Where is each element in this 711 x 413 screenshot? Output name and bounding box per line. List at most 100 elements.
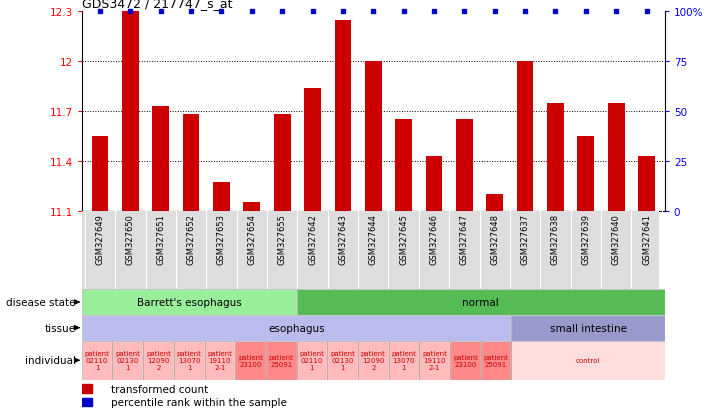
Bar [450, 341, 481, 380]
Text: small intestine: small intestine [550, 323, 626, 333]
Bar [82, 315, 511, 341]
Text: patient
25091: patient 25091 [483, 354, 508, 367]
Text: patient
02130
1: patient 02130 1 [115, 350, 140, 370]
Bar [122, 12, 139, 211]
Bar [547, 103, 564, 211]
Bar [82, 341, 112, 380]
Text: GSM327640: GSM327640 [611, 214, 621, 264]
Bar [450, 341, 481, 380]
Bar [82, 398, 92, 406]
Text: patient
02110
1: patient 02110 1 [299, 350, 324, 370]
Bar [608, 103, 624, 211]
Text: GSM327637: GSM327637 [520, 214, 530, 264]
Bar [82, 384, 92, 393]
Text: patient
12090
2: patient 12090 2 [146, 350, 171, 370]
Bar [143, 341, 173, 380]
Bar [266, 341, 296, 380]
Bar [389, 341, 419, 380]
Text: GSM327639: GSM327639 [582, 214, 590, 264]
Bar [419, 341, 450, 380]
Bar [143, 341, 173, 380]
Text: GSM327646: GSM327646 [429, 214, 439, 264]
Bar [481, 341, 511, 380]
Text: GSM327647: GSM327647 [460, 214, 469, 264]
Text: patient
23100: patient 23100 [238, 354, 263, 367]
Bar [173, 341, 205, 380]
Bar [243, 203, 260, 211]
Bar [205, 341, 235, 380]
Bar [173, 341, 205, 380]
Text: GSM327650: GSM327650 [126, 214, 135, 264]
Text: control: control [576, 357, 600, 363]
Bar [92, 137, 108, 211]
Text: GSM327638: GSM327638 [551, 214, 560, 264]
Text: GSM327643: GSM327643 [338, 214, 348, 264]
Text: GSM327652: GSM327652 [186, 214, 196, 264]
Bar [389, 341, 419, 380]
Bar [456, 120, 473, 211]
Bar [486, 195, 503, 211]
Text: Barrett's esophagus: Barrett's esophagus [137, 297, 242, 307]
Bar [638, 157, 655, 211]
Bar [112, 341, 143, 380]
Text: GSM327642: GSM327642 [308, 214, 317, 264]
Text: disease state: disease state [6, 297, 76, 307]
Text: patient
23100: patient 23100 [453, 354, 478, 367]
Text: patient
02130
1: patient 02130 1 [330, 350, 355, 370]
Text: GSM327654: GSM327654 [247, 214, 256, 264]
Bar [577, 137, 594, 211]
Bar [274, 115, 291, 211]
Text: GSM327645: GSM327645 [399, 214, 408, 264]
Text: GSM327648: GSM327648 [491, 214, 499, 264]
Text: normal: normal [462, 297, 499, 307]
Bar [296, 290, 665, 315]
Text: tissue: tissue [45, 323, 76, 333]
Text: patient
25091: patient 25091 [269, 354, 294, 367]
Text: patient
02110
1: patient 02110 1 [85, 350, 109, 370]
Bar [235, 341, 266, 380]
Bar [511, 315, 665, 341]
Text: patient
19110
2-1: patient 19110 2-1 [422, 350, 447, 370]
Bar [266, 341, 296, 380]
Bar [235, 341, 266, 380]
Text: patient
19110
2-1: patient 19110 2-1 [208, 350, 232, 370]
Text: patient
13070
1: patient 13070 1 [392, 350, 417, 370]
Text: GSM327651: GSM327651 [156, 214, 165, 264]
Bar [82, 290, 296, 315]
Bar [358, 341, 389, 380]
Text: esophagus: esophagus [268, 323, 325, 333]
Text: GSM327653: GSM327653 [217, 214, 226, 264]
Text: patient
13070
1: patient 13070 1 [177, 350, 202, 370]
Bar [112, 341, 143, 380]
Bar [426, 157, 442, 211]
Bar [395, 120, 412, 211]
Bar [511, 341, 665, 380]
Bar [213, 183, 230, 211]
Bar [511, 315, 665, 341]
Bar [205, 341, 235, 380]
Bar [327, 341, 358, 380]
Text: GSM327655: GSM327655 [278, 214, 287, 264]
Bar [82, 341, 112, 380]
Bar [296, 290, 665, 315]
Text: GSM327649: GSM327649 [95, 214, 105, 264]
Bar [358, 341, 389, 380]
Text: percentile rank within the sample: percentile rank within the sample [111, 397, 287, 407]
Text: GSM327641: GSM327641 [642, 214, 651, 264]
Bar [327, 341, 358, 380]
Bar [335, 21, 351, 211]
Text: patient
12090
2: patient 12090 2 [361, 350, 385, 370]
Bar [365, 62, 382, 211]
Bar [419, 341, 450, 380]
Bar [183, 115, 199, 211]
Bar [82, 315, 511, 341]
Bar [82, 290, 296, 315]
Text: GDS3472 / 217747_s_at: GDS3472 / 217747_s_at [82, 0, 232, 10]
Text: transformed count: transformed count [111, 384, 208, 394]
Bar [511, 341, 665, 380]
Bar [152, 107, 169, 211]
Bar [296, 341, 327, 380]
Text: GSM327644: GSM327644 [369, 214, 378, 264]
Bar [304, 88, 321, 211]
Bar [517, 62, 533, 211]
